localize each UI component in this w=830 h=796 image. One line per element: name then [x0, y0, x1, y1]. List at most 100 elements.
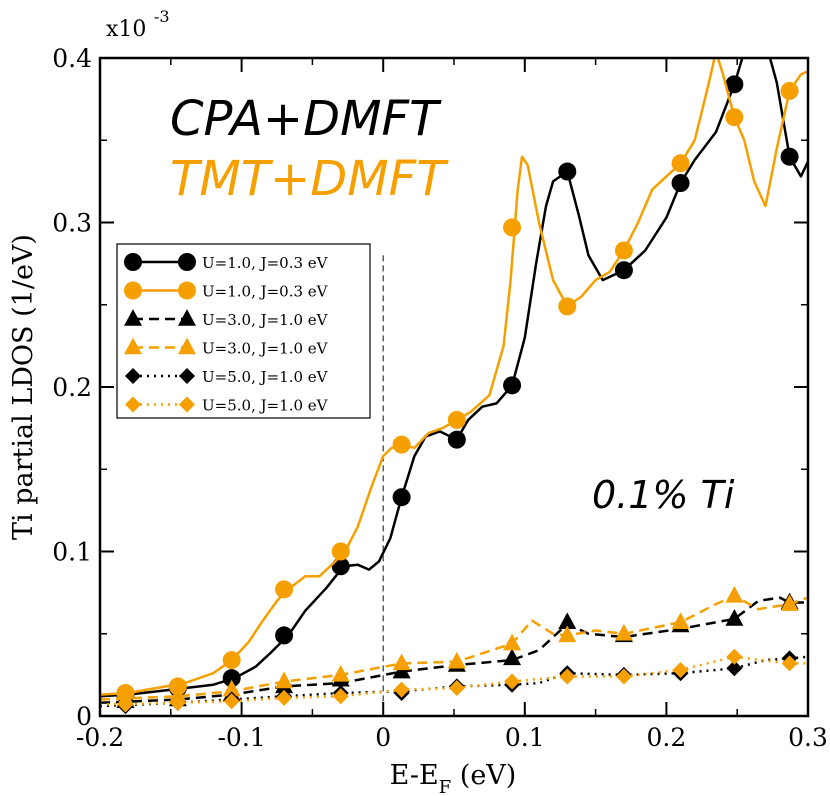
legend-marker: [124, 337, 142, 355]
data-point: [275, 626, 294, 645]
data-point: [615, 668, 632, 685]
data-point: [503, 648, 522, 666]
y-tick-label: 0.3: [52, 209, 92, 238]
y-axis-label: Ti partial LDOS (1/eV): [8, 234, 39, 540]
legend-box: [116, 243, 371, 419]
legend: U=1.0, J=0.3 eV U=1.0, J=0.3 eV U=3.0, J=1…: [116, 243, 371, 419]
data-point: [222, 651, 241, 670]
data-point: [672, 661, 689, 678]
data-point: [726, 660, 743, 677]
data-point: [671, 612, 690, 629]
x-tick-label: -0.1: [217, 723, 265, 752]
data-point: [671, 154, 690, 173]
data-point: [503, 633, 522, 651]
legend-marker: [178, 309, 196, 326]
data-point: [725, 108, 744, 127]
data-point: [392, 488, 411, 507]
data-point: [780, 594, 799, 611]
data-point: [447, 651, 466, 669]
x-tick-label: 0.1: [505, 723, 545, 752]
data-point: [223, 693, 240, 710]
legend-entry-1: U=1.0, J=0.3 eV: [124, 253, 329, 272]
data-point: [222, 679, 241, 697]
data-point: [168, 686, 187, 704]
data-point: [725, 75, 744, 94]
data-point: [558, 612, 577, 629]
legend-label: U=3.0, J=1.0 eV: [202, 340, 329, 358]
data-point: [117, 696, 134, 713]
data-point: [447, 410, 466, 429]
data-point: [331, 542, 350, 561]
x-tick-label: 0.2: [647, 723, 687, 752]
data-point: [332, 688, 349, 705]
legend-marker: [179, 396, 195, 413]
annotation-tmt-dmft: TMT+DMFT: [170, 151, 449, 207]
data-point: [392, 653, 411, 671]
data-point: [614, 241, 633, 260]
data-point: [671, 174, 690, 193]
data-point: [276, 689, 293, 706]
legend-marker: [179, 368, 195, 384]
annotation-cpa-dmft: CPA+DMFT: [170, 91, 442, 147]
legend-marker: [124, 253, 142, 271]
legend-label: U=1.0, J=0.3 eV: [202, 254, 329, 272]
data-point: [169, 694, 186, 711]
series-line: [100, 655, 808, 706]
x-axis-label: E-EF (eV): [390, 760, 517, 796]
data-point: [614, 623, 633, 641]
y-exponent-base: x10: [106, 17, 146, 42]
legend-entry-4: U=3.0, J=1.0 eV: [124, 337, 329, 358]
y-tick-label: 0.2: [52, 373, 92, 402]
data-point: [222, 669, 241, 688]
legend-marker: [178, 337, 196, 355]
data-point: [780, 147, 799, 166]
data-point: [781, 655, 798, 672]
y-tick-label: 0.4: [52, 44, 92, 73]
data-point: [780, 81, 799, 100]
legend-marker: [178, 281, 196, 300]
series-cpa-1: [100, 58, 808, 704]
legend-marker: [125, 396, 141, 413]
series-layer: [100, 58, 808, 715]
y-tick-label: 0.1: [52, 538, 92, 567]
x-tick-label: 0: [375, 723, 391, 752]
series-tmt-6: [100, 648, 808, 713]
legend-marker: [124, 309, 142, 326]
data-point: [558, 297, 577, 316]
legend-label: U=5.0, J=1.0 eV: [202, 368, 329, 386]
legend-marker: [125, 368, 141, 384]
legend-label: U=3.0, J=1.0 eV: [202, 311, 329, 329]
tick-layer: -0.2 -0.1 0 0.1 0.2 0.3 0 0.1 0.2 0.3 0.4: [52, 44, 828, 752]
legend-entry-2: U=1.0, J=0.3 eV: [124, 281, 329, 301]
data-point: [558, 625, 577, 643]
data-point: [393, 681, 410, 698]
data-point: [503, 376, 522, 395]
x-tick-label: 0.3: [788, 723, 828, 752]
data-point: [331, 664, 350, 682]
legend-entry-6: U=5.0, J=1.0 eV: [125, 396, 329, 415]
y-exponent: x10 -3: [106, 7, 170, 42]
data-point: [448, 680, 465, 697]
y-tick-label: 0: [76, 702, 92, 731]
data-point: [726, 648, 743, 665]
x-tick-label: -0.2: [76, 723, 124, 752]
data-point: [447, 430, 466, 449]
data-point: [725, 609, 744, 626]
legend-entry-5: U=5.0, J=1.0 eV: [125, 368, 329, 386]
legend-marker: [178, 253, 196, 271]
annotation-concentration: 0.1% Ti: [592, 473, 735, 517]
data-point: [275, 580, 294, 599]
data-point: [558, 162, 577, 181]
y-exponent-power: -3: [154, 7, 170, 26]
data-point: [275, 671, 294, 689]
legend-entry-3: U=3.0, J=1.0 eV: [124, 309, 329, 329]
data-point: [614, 261, 633, 280]
legend-label: U=5.0, J=1.0 eV: [202, 397, 329, 415]
data-point: [392, 435, 411, 454]
data-point: [725, 586, 744, 603]
data-point: [503, 218, 522, 237]
data-point: [504, 673, 521, 690]
series-line: [100, 58, 808, 698]
data-point: [559, 668, 576, 685]
